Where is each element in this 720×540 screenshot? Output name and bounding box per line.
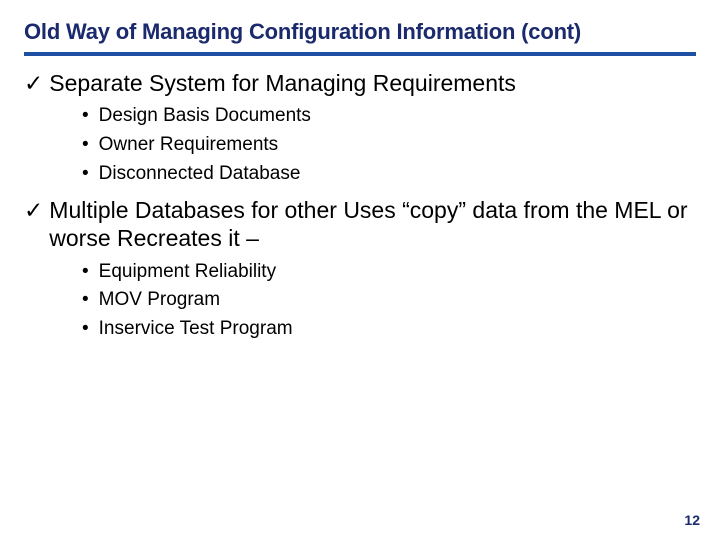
sub-list-1: • Equipment Reliability • MOV Program • … [82,261,696,341]
bullet-dot-icon: • [82,318,89,341]
bullet-item: • Disconnected Database [82,163,696,186]
bullet-item: • Owner Requirements [82,134,696,157]
bullet-item: • MOV Program [82,289,696,312]
bullet-dot-icon: • [82,134,89,157]
bullet-item: • Equipment Reliability [82,261,696,284]
check-item-0: ✓ Separate System for Managing Requireme… [24,70,696,98]
bullet-text: MOV Program [99,289,220,312]
check-item-1: ✓ Multiple Databases for other Uses “cop… [24,197,696,252]
bullet-item: • Inservice Test Program [82,318,696,341]
bullet-dot-icon: • [82,289,89,312]
bullet-text: Inservice Test Program [99,318,293,341]
bullet-dot-icon: • [82,163,89,186]
check-icon: ✓ [24,197,43,223]
bullet-dot-icon: • [82,261,89,284]
bullet-text: Owner Requirements [99,134,279,157]
bullet-text: Equipment Reliability [99,261,276,284]
check-heading: Multiple Databases for other Uses “copy”… [49,197,696,252]
sub-list-0: • Design Basis Documents • Owner Require… [82,105,696,185]
bullet-text: Design Basis Documents [99,105,311,128]
slide-title: Old Way of Managing Configuration Inform… [24,18,696,46]
check-icon: ✓ [24,70,43,96]
slide: Old Way of Managing Configuration Inform… [0,0,720,540]
check-heading: Separate System for Managing Requirement… [49,70,516,98]
bullet-text: Disconnected Database [99,163,301,186]
bullet-dot-icon: • [82,105,89,128]
title-underline-rule [24,52,696,56]
page-number: 12 [684,512,700,528]
bullet-item: • Design Basis Documents [82,105,696,128]
